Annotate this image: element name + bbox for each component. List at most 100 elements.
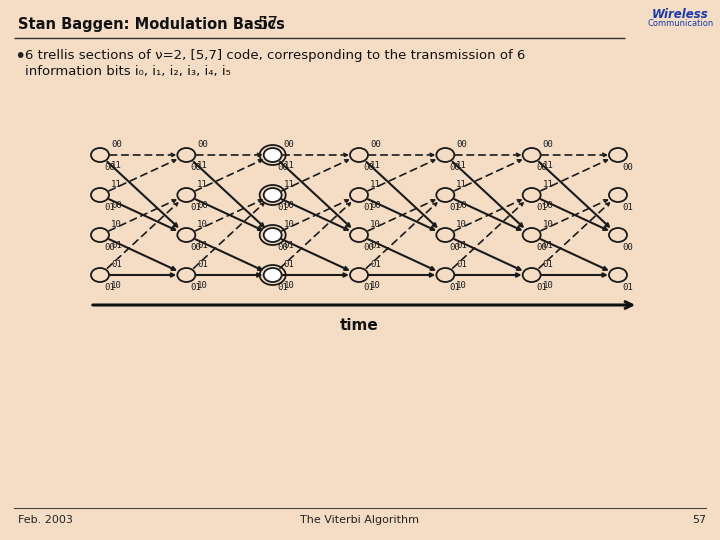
Ellipse shape	[177, 148, 195, 162]
Ellipse shape	[350, 188, 368, 202]
Ellipse shape	[91, 148, 109, 162]
Text: 10: 10	[370, 220, 381, 229]
Text: 11: 11	[456, 180, 467, 189]
Ellipse shape	[91, 268, 109, 282]
Text: 11: 11	[543, 180, 554, 189]
Text: 01: 01	[456, 260, 467, 269]
Ellipse shape	[523, 148, 541, 162]
Text: 01: 01	[111, 241, 122, 250]
Text: 00: 00	[543, 201, 554, 210]
Text: 00: 00	[623, 163, 634, 172]
Text: Communication: Communication	[648, 19, 714, 29]
Text: 01: 01	[111, 260, 122, 269]
Ellipse shape	[523, 268, 541, 282]
Text: 01: 01	[197, 241, 208, 250]
Text: 10: 10	[111, 220, 122, 229]
Text: 01: 01	[370, 260, 381, 269]
Ellipse shape	[436, 188, 454, 202]
Text: 10: 10	[284, 281, 294, 290]
Text: 10: 10	[111, 281, 122, 290]
Text: 01: 01	[536, 283, 547, 292]
Text: information bits i₀, i₁, i₂, i₃, i₄, i₅: information bits i₀, i₁, i₂, i₃, i₄, i₅	[25, 65, 231, 78]
Text: 10: 10	[456, 281, 467, 290]
Text: 01: 01	[623, 203, 634, 212]
Text: 01: 01	[543, 260, 554, 269]
Ellipse shape	[264, 188, 282, 202]
Ellipse shape	[177, 268, 195, 282]
Text: 01: 01	[450, 203, 461, 212]
Text: 10: 10	[197, 281, 208, 290]
Text: 01: 01	[277, 203, 288, 212]
Text: 01: 01	[450, 283, 461, 292]
Text: 00: 00	[456, 140, 467, 149]
Ellipse shape	[523, 228, 541, 242]
Text: 00: 00	[197, 201, 208, 210]
Ellipse shape	[436, 268, 454, 282]
Text: 00: 00	[191, 163, 202, 172]
Text: 01: 01	[370, 241, 381, 250]
Ellipse shape	[350, 228, 368, 242]
Text: 11: 11	[543, 161, 554, 170]
Text: 10: 10	[370, 281, 381, 290]
Text: 00: 00	[111, 140, 122, 149]
Text: 10: 10	[284, 220, 294, 229]
Text: 57: 57	[692, 515, 706, 525]
Ellipse shape	[177, 188, 195, 202]
Text: 11: 11	[284, 161, 294, 170]
Text: The Viterbi Algorithm: The Viterbi Algorithm	[300, 515, 420, 525]
Text: Feb. 2003: Feb. 2003	[18, 515, 73, 525]
Text: 01: 01	[623, 283, 634, 292]
Text: 00: 00	[111, 201, 122, 210]
Text: 00: 00	[456, 201, 467, 210]
Text: 01: 01	[104, 283, 115, 292]
Ellipse shape	[436, 148, 454, 162]
Ellipse shape	[264, 268, 282, 282]
Text: 01: 01	[536, 203, 547, 212]
Text: time: time	[340, 318, 379, 333]
Text: 11: 11	[456, 161, 467, 170]
Text: 00: 00	[197, 140, 208, 149]
Ellipse shape	[609, 268, 627, 282]
Text: 00: 00	[450, 163, 461, 172]
Text: 00: 00	[364, 243, 374, 252]
Ellipse shape	[609, 148, 627, 162]
Text: •: •	[14, 46, 25, 65]
Text: 00: 00	[364, 163, 374, 172]
Text: 00: 00	[277, 243, 288, 252]
Ellipse shape	[264, 228, 282, 242]
Text: 00: 00	[284, 140, 294, 149]
Ellipse shape	[609, 188, 627, 202]
Ellipse shape	[350, 268, 368, 282]
Text: 00: 00	[623, 243, 634, 252]
Ellipse shape	[91, 188, 109, 202]
Text: 11: 11	[197, 161, 208, 170]
Text: 01: 01	[543, 241, 554, 250]
Text: 6 trellis sections of ν=2, [5,7] code, corresponding to the transmission of 6: 6 trellis sections of ν=2, [5,7] code, c…	[25, 50, 526, 63]
Text: 10: 10	[456, 220, 467, 229]
Text: 10: 10	[543, 220, 554, 229]
Text: 00: 00	[284, 201, 294, 210]
Text: 11: 11	[370, 180, 381, 189]
Ellipse shape	[350, 148, 368, 162]
Text: 00: 00	[536, 163, 547, 172]
Text: 01: 01	[284, 260, 294, 269]
Text: 00: 00	[277, 163, 288, 172]
Text: 10: 10	[197, 220, 208, 229]
Text: 10: 10	[543, 281, 554, 290]
Text: 11: 11	[370, 161, 381, 170]
Text: 01: 01	[104, 203, 115, 212]
Text: 11: 11	[284, 180, 294, 189]
Ellipse shape	[609, 228, 627, 242]
Text: 00: 00	[536, 243, 547, 252]
Text: 57: 57	[258, 15, 279, 33]
Text: 00: 00	[191, 243, 202, 252]
Text: 01: 01	[191, 203, 202, 212]
Text: 11: 11	[197, 180, 208, 189]
Text: 01: 01	[191, 283, 202, 292]
Text: 00: 00	[543, 140, 554, 149]
Ellipse shape	[436, 228, 454, 242]
Text: 00: 00	[104, 243, 115, 252]
Text: 00: 00	[370, 201, 381, 210]
Text: 01: 01	[364, 283, 374, 292]
Text: 00: 00	[450, 243, 461, 252]
